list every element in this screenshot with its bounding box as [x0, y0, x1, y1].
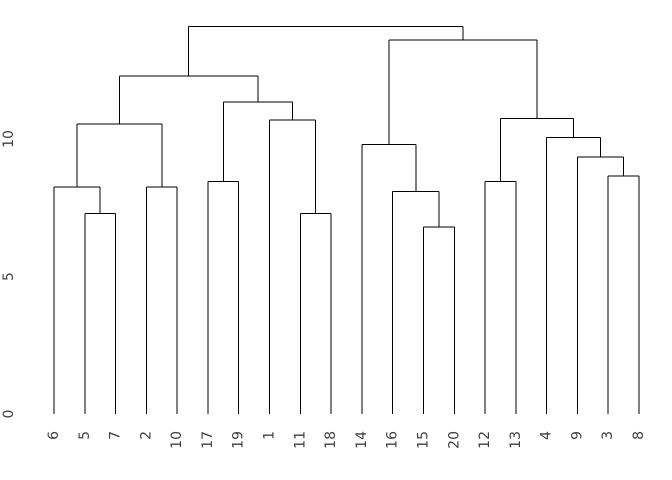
leaf-label-3: 3 — [600, 431, 616, 440]
leaf-label-12: 12 — [477, 431, 493, 449]
leaf-label-7: 7 — [108, 431, 124, 440]
dendrogram-tree-lines — [53, 25, 640, 414]
leaf-label-10: 10 — [169, 431, 185, 449]
leaf-label-14: 14 — [354, 431, 370, 449]
leaf-label-5: 5 — [77, 431, 93, 440]
leaf-label-6: 6 — [46, 431, 62, 440]
leaf-label-11: 11 — [292, 431, 308, 449]
leaf-label-2: 2 — [138, 431, 154, 440]
leaf-label-13: 13 — [508, 431, 524, 449]
y-axis-tick-label-0: 0 — [1, 410, 17, 419]
leaf-label-17: 17 — [200, 431, 216, 449]
y-axis-tick-label-5: 5 — [1, 272, 17, 281]
leaf-label-16: 16 — [385, 431, 401, 449]
y-axis-label-group: 0 5 10 — [1, 130, 17, 418]
leaf-label-1: 1 — [262, 431, 278, 440]
y-axis-tick-label-10: 10 — [1, 130, 17, 148]
leaf-label-20: 20 — [446, 431, 462, 449]
leaf-label-18: 18 — [323, 431, 339, 449]
leaf-label-15: 15 — [415, 431, 431, 449]
leaf-label-8: 8 — [631, 431, 647, 440]
leaf-label-9: 9 — [569, 431, 585, 440]
leaf-label-group: 6 5 7 2 10 17 19 1 11 18 14 16 15 20 12 13 4 9 3 8 — [46, 431, 647, 449]
leaf-label-4: 4 — [539, 431, 555, 440]
leaf-label-19: 19 — [231, 431, 247, 449]
